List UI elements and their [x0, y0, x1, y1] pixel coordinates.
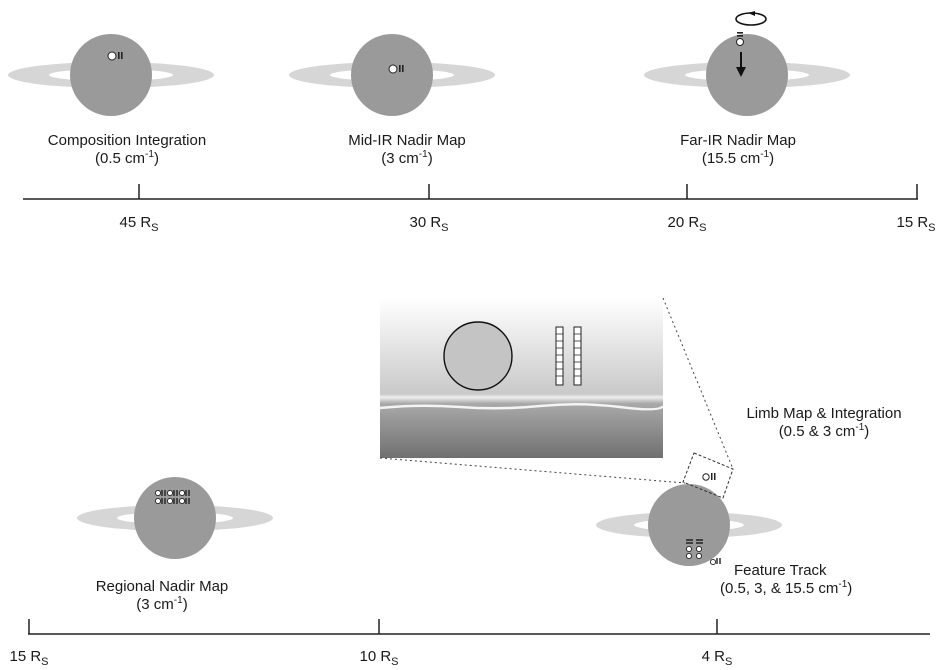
- saturn-regional-nadir: [77, 477, 273, 559]
- saturn-composition-integration: [8, 34, 214, 116]
- feature-track-detector-icon: [685, 539, 721, 566]
- saturn-limb-and-feature: [596, 452, 782, 566]
- limb-footprint-box: [682, 452, 734, 499]
- composition-integration-label: Composition Integration (0.5 cm-1): [47, 132, 207, 167]
- tick-label-15rs-bottom: 15 RS: [9, 648, 49, 668]
- saturn-mid-ir-nadir: [289, 34, 495, 116]
- scan-direction-arrow-icon: [736, 52, 746, 77]
- limb-view-inset: [379, 297, 734, 484]
- saturn-far-ir-nadir: [644, 11, 850, 116]
- tick-label-20rs: 20 RS: [667, 214, 707, 234]
- tick-label-4rs: 4 RS: [701, 648, 733, 668]
- bottom-distance-axis: [28, 619, 930, 635]
- detector-array-grid-icon: [154, 489, 190, 505]
- detector-array-icon: [107, 51, 123, 61]
- tick-label-10rs: 10 RS: [359, 648, 399, 668]
- top-distance-axis: [23, 184, 918, 200]
- tick-label-30rs: 30 RS: [409, 214, 449, 234]
- detector-array-icon: [388, 64, 404, 74]
- tick-label-15rs: 15 RS: [896, 214, 936, 234]
- regional-nadir-map-label: Regional Nadir Map (3 cm-1): [95, 578, 229, 613]
- limb-map-integration-label: Limb Map & Integration (0.5 & 3 cm-1): [746, 405, 902, 440]
- tick-label-45rs: 45 RS: [119, 214, 159, 234]
- far-ir-nadir-map-label: Far-IR Nadir Map (15.5 cm-1): [680, 132, 796, 167]
- rotation-arrow-icon: [735, 11, 767, 26]
- feature-track-label: Feature Track (0.5, 3, & 15.5 cm-1): [720, 562, 853, 597]
- detector-array-icon: [736, 32, 744, 46]
- detector-column-icon: [555, 326, 582, 386]
- mid-ir-nadir-map-label: Mid-IR Nadir Map (3 cm-1): [348, 132, 466, 167]
